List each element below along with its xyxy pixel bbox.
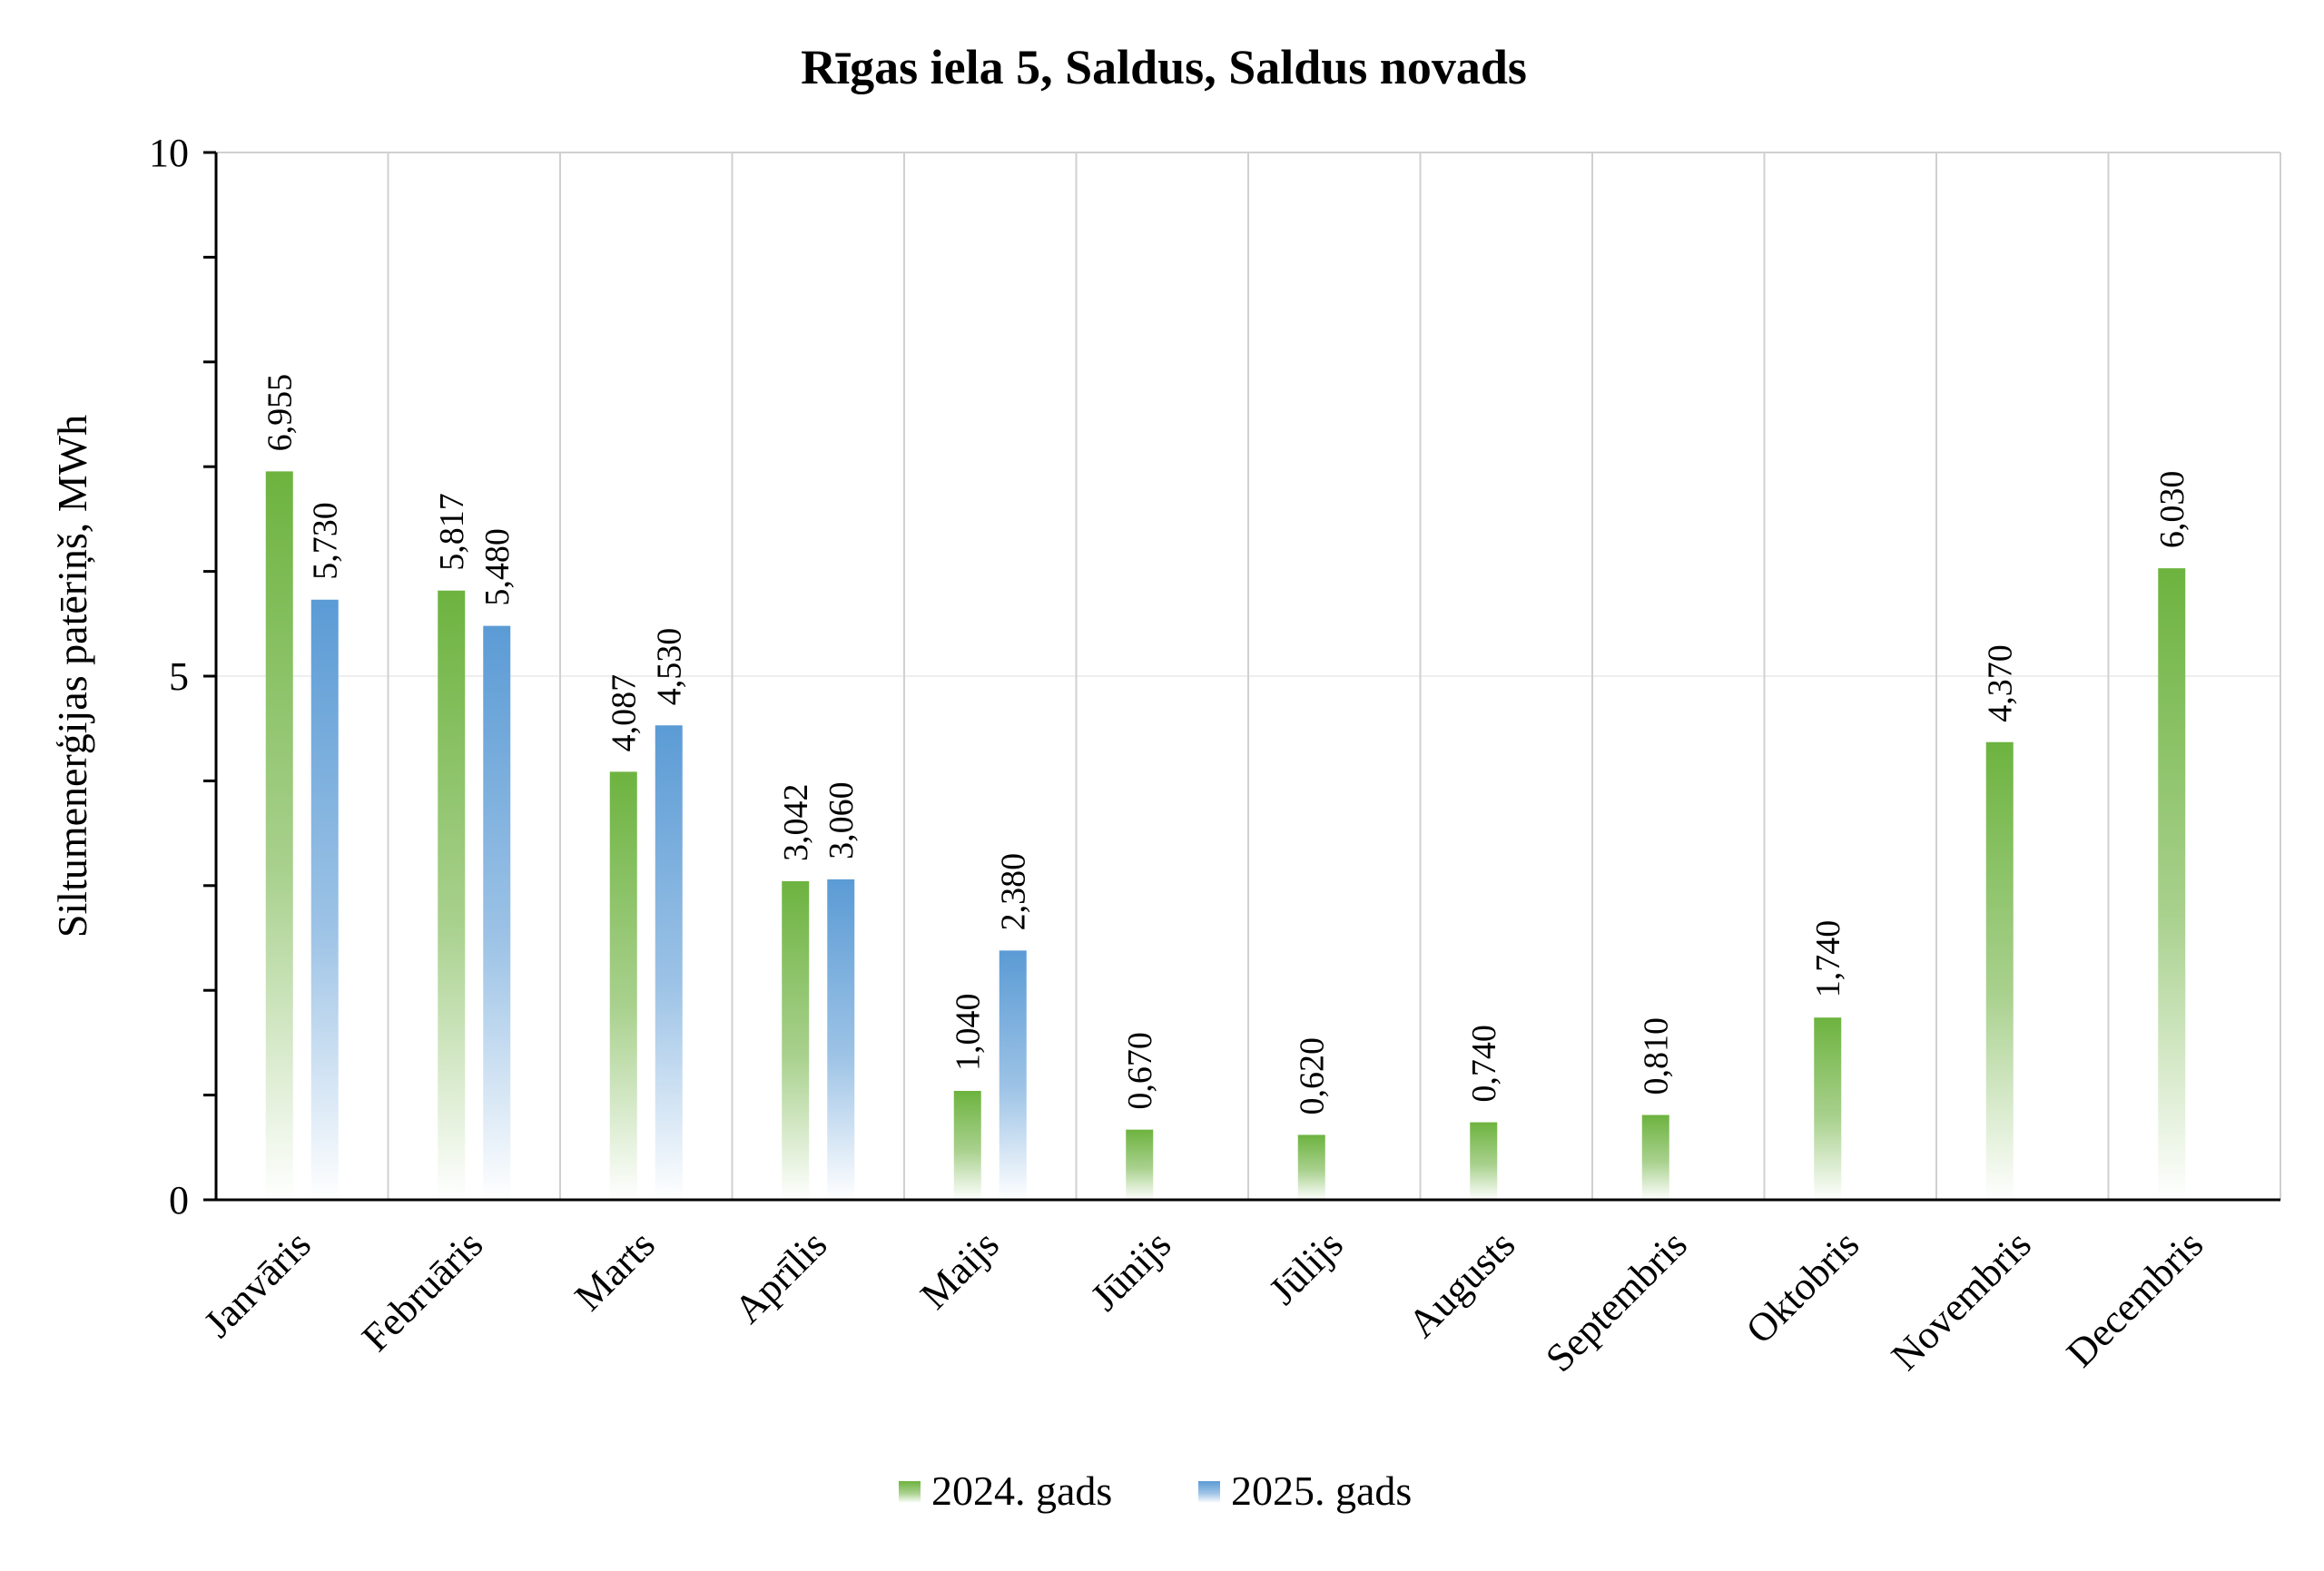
bar-2024-5 (1126, 1129, 1154, 1200)
data-label: 5,730 (307, 502, 345, 580)
data-label: 4,087 (606, 674, 644, 752)
bar-2025-0 (310, 599, 339, 1200)
bar-2025-1 (483, 625, 511, 1200)
data-label: 4,530 (651, 628, 689, 706)
x-tick-label: Oktobris (1738, 1222, 1868, 1352)
bar-2024-10 (1985, 741, 2014, 1200)
bar-2024-1 (438, 590, 466, 1200)
legend-label: 2024. gads (931, 1468, 1112, 1514)
bar-2024-0 (265, 471, 293, 1200)
x-tick-label: Septembris (1537, 1222, 1696, 1380)
legend-swatch (899, 1481, 921, 1503)
x-tick-label: Augusts (1400, 1222, 1524, 1346)
x-tick-label: Aprīlis (725, 1222, 835, 1331)
x-tick-label: Februāris (353, 1222, 491, 1360)
y-tick-label: 5 (169, 654, 189, 699)
bar-2025-4 (999, 950, 1027, 1200)
data-label: 2,380 (995, 853, 1033, 931)
data-label: 1,040 (950, 993, 988, 1071)
bar-2024-8 (1641, 1114, 1669, 1200)
legend: 2024. gads 2025. gads (899, 1468, 1412, 1514)
x-tick-label: Decembris (2058, 1222, 2211, 1375)
y-axis-label: Siltumenerģijas patēriņš, MWh (49, 415, 95, 938)
bar-2025-2 (655, 725, 683, 1200)
x-tick-label: Marts (566, 1222, 664, 1319)
bar-2024-9 (1814, 1017, 1842, 1200)
x-tick-label: Maijs (911, 1222, 1008, 1318)
x-tick-label: Janvāris (195, 1222, 320, 1346)
data-label: 3,060 (822, 781, 861, 859)
data-label: 6,955 (261, 374, 300, 452)
data-label: 5,817 (433, 493, 471, 571)
data-label: 0,810 (1638, 1017, 1676, 1095)
legend-swatch (1198, 1481, 1220, 1503)
data-label: 3,042 (777, 783, 815, 861)
y-tick-label: 0 (169, 1178, 189, 1222)
data-label: 0,740 (1465, 1025, 1503, 1103)
bar-2024-3 (782, 880, 810, 1200)
data-label: 0,670 (1121, 1032, 1159, 1110)
x-tick-label: Jūlijs (1260, 1222, 1351, 1312)
data-label: 1,740 (1809, 920, 1847, 998)
data-label: 5,480 (478, 528, 517, 606)
data-label: 4,370 (1982, 644, 2020, 722)
bar-2024-6 (1297, 1134, 1325, 1200)
bar-2024-7 (1470, 1122, 1498, 1200)
x-tick-label: Jūnijs (1082, 1222, 1179, 1319)
bar-2024-4 (953, 1090, 981, 1200)
chart-title: Rīgas iela 5, Saldus, Saldus novads (801, 40, 1527, 94)
y-tick-label: 10 (149, 131, 189, 175)
bar-2025-3 (827, 879, 855, 1200)
legend-label: 2025. gads (1231, 1468, 1412, 1514)
data-label: 0,620 (1294, 1037, 1332, 1115)
x-tick-label: Novembris (1883, 1222, 2040, 1379)
bar-2024-11 (2158, 568, 2186, 1200)
data-label: 6,030 (2153, 471, 2191, 549)
bar-2024-2 (609, 771, 637, 1200)
